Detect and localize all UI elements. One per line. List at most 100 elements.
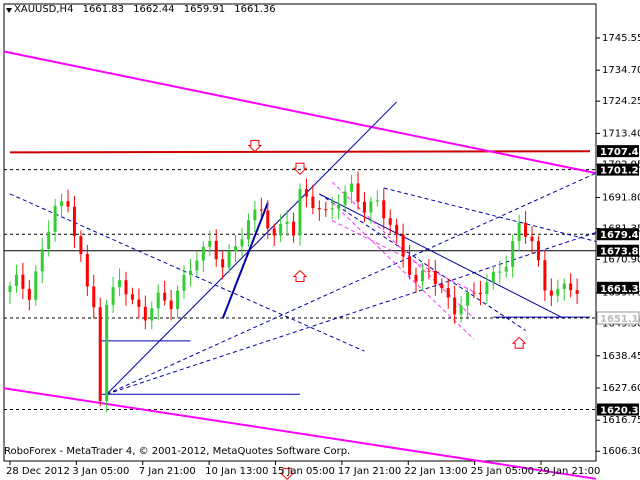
- candle-body: [163, 292, 167, 301]
- candle-body: [60, 201, 64, 207]
- candle-body: [369, 201, 373, 213]
- candle-body: [105, 304, 109, 401]
- candle-body: [188, 270, 192, 275]
- price-label-text: 1620.35: [600, 406, 640, 417]
- candle-body: [504, 266, 508, 272]
- candle-body: [440, 284, 444, 289]
- candle-body: [304, 189, 308, 197]
- candle-body: [47, 231, 51, 250]
- price-label-text: 1701.20: [600, 166, 640, 177]
- candle-body: [195, 260, 199, 271]
- channel-line: [106, 172, 597, 395]
- candle-body: [111, 287, 115, 305]
- candle-body: [485, 282, 489, 295]
- candle-body: [575, 290, 579, 294]
- channel-line: [9, 193, 365, 352]
- candle-body: [208, 240, 212, 247]
- candle-body: [72, 206, 76, 237]
- x-tick-label: 25 Jan 05:00: [471, 466, 534, 477]
- price-labels: 1707.42 1701.20 1679.42 1673.86 1661.36 1651.…: [596, 145, 640, 417]
- symbol-timeframe: XAUUSD,H4: [14, 4, 74, 15]
- candle-body: [478, 292, 482, 295]
- candle-body: [324, 209, 328, 211]
- candle-body: [556, 288, 560, 296]
- candle-body: [92, 286, 96, 308]
- candle-body: [259, 209, 263, 211]
- channel-line: [319, 193, 565, 320]
- price-label-box: [597, 403, 639, 416]
- price-label-text: 1707.42: [600, 147, 640, 158]
- chart-menu-icon[interactable]: [6, 8, 12, 14]
- candle-body: [298, 189, 302, 236]
- candle-body: [453, 297, 457, 315]
- candle-body: [472, 292, 476, 294]
- candle-body: [221, 259, 225, 268]
- trendlines: [3, 50, 597, 480]
- candle-body: [350, 183, 354, 192]
- candle-body: [27, 288, 31, 300]
- y-tick-label: 1670.90: [602, 255, 640, 266]
- price-label-text: 1673.86: [600, 247, 640, 258]
- candle-body: [150, 308, 154, 321]
- y-tick-label: 1606.30: [602, 446, 640, 457]
- copyright-text: RoboForex - MetaTrader 4, © 2001-2012, M…: [4, 446, 351, 457]
- candle-body: [266, 210, 270, 229]
- candle-body: [569, 283, 573, 291]
- candle-body: [240, 239, 244, 247]
- candle-body: [511, 241, 515, 267]
- candle-body: [427, 270, 431, 272]
- chart-header: XAUUSD,H4 1661.83 1662.44 1659.91 1661.3…: [14, 4, 282, 15]
- candle-body: [530, 236, 534, 242]
- candle-body: [272, 228, 276, 236]
- candle-body: [414, 274, 418, 282]
- horizontal-levels: [4, 169, 596, 411]
- arrow-markers: [247, 139, 527, 480]
- price-label-box: [597, 281, 639, 294]
- candle-body: [279, 224, 283, 236]
- candle-body: [130, 294, 134, 300]
- candle-body: [182, 274, 186, 291]
- price-label-text: 1679.42: [600, 230, 640, 241]
- open-price: 1661.83: [82, 4, 124, 15]
- plot-border: [3, 3, 597, 462]
- channel-line: [106, 232, 597, 395]
- y-tick-label: 1627.60: [602, 383, 640, 394]
- candle-body: [337, 204, 341, 209]
- x-tick-label: 10 Jan 13:00: [205, 466, 268, 477]
- candle-body: [137, 299, 141, 307]
- down-arrow-icon: [279, 467, 295, 480]
- candle-body: [14, 274, 18, 286]
- candle-body: [227, 251, 231, 268]
- time-axis: 28 Dec 2012 3 Jan 05:00 7 Jan 21:00 10 Jan …: [6, 461, 600, 477]
- x-tick-label: 28 Dec 2012: [6, 466, 70, 477]
- candlesticks: [8, 171, 579, 413]
- candle-body: [420, 270, 424, 282]
- candle-body: [292, 221, 296, 236]
- candle-body: [143, 306, 147, 321]
- channel-line: [106, 101, 398, 395]
- candle-body: [395, 224, 399, 235]
- candle-body: [382, 200, 386, 219]
- candle-body: [311, 196, 315, 209]
- y-tick-label: 1724.25: [602, 96, 640, 107]
- candle-body: [124, 280, 128, 295]
- candle-body: [536, 241, 540, 261]
- price-label-box: [596, 311, 640, 325]
- candle-body: [176, 290, 180, 310]
- candle-body: [446, 288, 450, 298]
- down-arrow-icon: [247, 139, 263, 153]
- close-price: 1661.36: [234, 4, 276, 15]
- channel-line: [383, 187, 597, 242]
- y-tick-label: 1691.80: [602, 192, 640, 203]
- y-tick-label: 1616.75: [602, 415, 640, 426]
- candle-body: [53, 206, 57, 232]
- x-tick-label: 15 Jan 05:00: [272, 466, 335, 477]
- candle-body: [459, 305, 463, 315]
- candle-body: [466, 292, 470, 306]
- candle-body: [34, 271, 38, 300]
- candle-body: [356, 183, 360, 202]
- candle-body: [246, 220, 250, 240]
- candle-body: [8, 285, 12, 292]
